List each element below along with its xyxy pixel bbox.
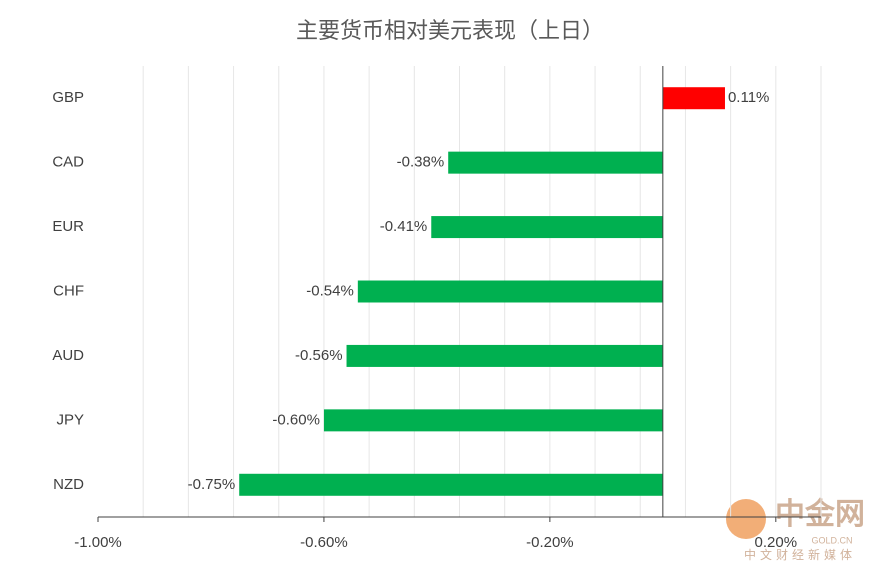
chart-title: 主要货币相对美元表现（上日）	[296, 18, 604, 43]
data-label: -0.54%	[306, 282, 354, 299]
data-label: -0.38%	[397, 154, 445, 171]
watermark: 中金网 GOLD.CN 中文财经新媒体	[726, 497, 865, 562]
data-label: 0.11%	[728, 89, 769, 106]
data-label: -0.56%	[295, 347, 343, 364]
y-tick-label: CAD	[52, 154, 84, 171]
data-label: -0.60%	[272, 411, 320, 428]
y-tick-label: NZD	[53, 476, 84, 493]
bar	[662, 87, 725, 110]
bar	[346, 344, 663, 367]
x-tick-label: -0.20%	[526, 534, 574, 551]
data-label: -0.41%	[380, 218, 428, 235]
x-tick-label: -0.60%	[300, 534, 348, 551]
y-tick-label: EUR	[52, 218, 84, 235]
y-tick-label: AUD	[52, 347, 84, 364]
bar	[431, 216, 663, 239]
x-tick-label: -1.00%	[74, 534, 122, 551]
bar	[448, 151, 663, 174]
x-tick-label: 0.20%	[755, 534, 798, 551]
bar	[357, 280, 663, 303]
data-label: -0.75%	[188, 476, 236, 493]
watermark-slogan: 中文财经新媒体	[744, 547, 856, 562]
watermark-logo	[726, 499, 766, 539]
watermark-name: 中金网	[775, 497, 865, 531]
bar	[323, 409, 663, 432]
y-tick-label: GBP	[52, 89, 84, 106]
watermark-site: GOLD.CN	[811, 535, 852, 545]
bar	[239, 473, 663, 496]
y-tick-label: JPY	[56, 411, 84, 428]
y-tick-label: CHF	[53, 282, 84, 299]
